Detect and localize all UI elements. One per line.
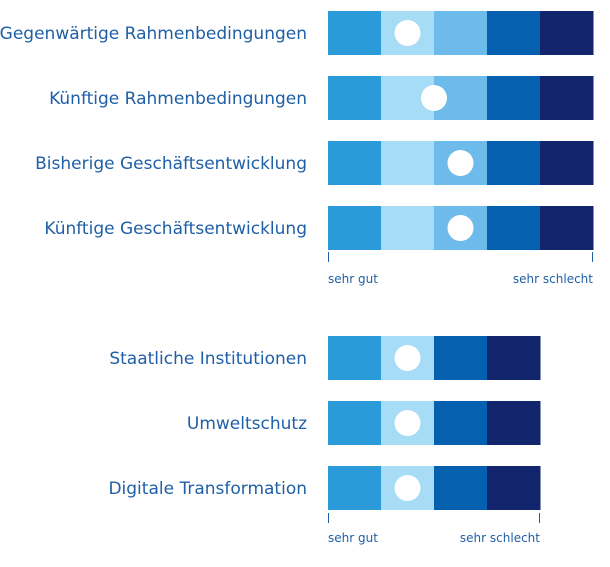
scale-segment bbox=[381, 206, 435, 250]
row-label: Künftige Rahmenbedingungen bbox=[49, 89, 307, 109]
scale-segment bbox=[434, 401, 488, 445]
row-label: Gegenwärtige Rahmenbedingungen bbox=[0, 24, 307, 44]
scale-segment bbox=[540, 11, 594, 55]
scale-max-label: sehr schlecht bbox=[460, 531, 540, 545]
scale-min-label: sehr gut bbox=[328, 272, 378, 286]
row-label: Umweltschutz bbox=[187, 414, 307, 434]
scale-segment bbox=[487, 206, 541, 250]
scale-segment bbox=[540, 206, 594, 250]
rating-marker bbox=[447, 215, 474, 241]
scale-segment bbox=[540, 141, 594, 185]
rating-marker bbox=[421, 85, 447, 111]
scale-segment bbox=[434, 466, 488, 510]
scale-segment bbox=[487, 466, 541, 510]
scale-segment bbox=[328, 336, 382, 380]
scale-segment bbox=[328, 11, 382, 55]
scale-segment bbox=[487, 11, 541, 55]
row-label: Bisherige Geschäftsentwicklung bbox=[35, 154, 307, 174]
rating-marker bbox=[447, 150, 474, 176]
scale-segment bbox=[328, 206, 382, 250]
scale-segment bbox=[381, 141, 435, 185]
scale-segment bbox=[487, 336, 541, 380]
rating-marker bbox=[394, 20, 421, 46]
rating-marker bbox=[394, 475, 421, 501]
scale-segment bbox=[328, 141, 382, 185]
scale-segment bbox=[328, 76, 382, 120]
scale-segment bbox=[434, 11, 488, 55]
scale-segment bbox=[328, 466, 382, 510]
scale-segment bbox=[434, 336, 488, 380]
row-label: Künftige Geschäftsentwicklung bbox=[44, 219, 307, 239]
row-label: Digitale Transformation bbox=[108, 479, 307, 499]
scale-segment bbox=[328, 401, 382, 445]
scale-max-label: sehr schlecht bbox=[513, 272, 593, 286]
rating-marker bbox=[394, 410, 421, 436]
scale-min-label: sehr gut bbox=[328, 531, 378, 545]
scale-segment bbox=[487, 401, 541, 445]
scale-segment bbox=[487, 76, 541, 120]
row-label: Staatliche Institutionen bbox=[109, 349, 307, 369]
scale-segment bbox=[487, 141, 541, 185]
scale-segment bbox=[540, 76, 594, 120]
rating-marker bbox=[394, 345, 421, 371]
